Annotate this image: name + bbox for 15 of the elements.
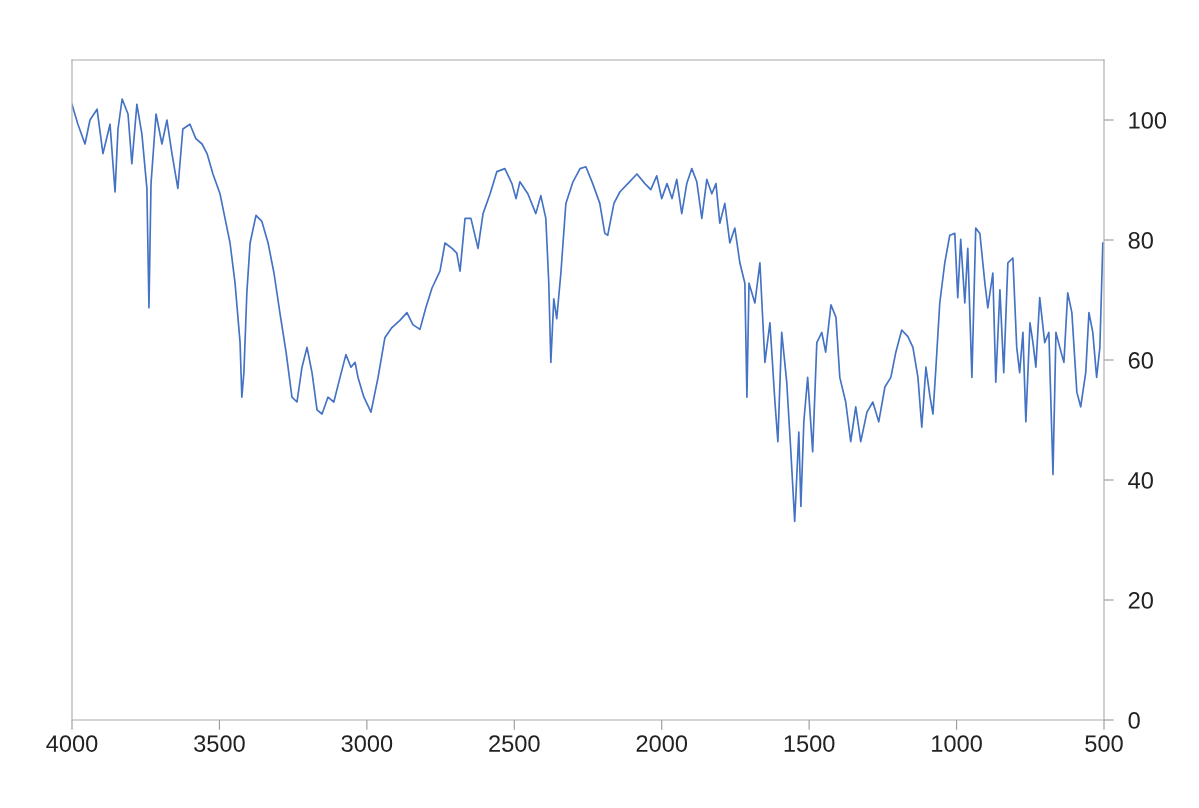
x-tick-label: 3000 [341,735,393,752]
x-tick-label: 500 [1085,735,1123,752]
x-tick-label: 1000 [932,735,982,752]
y-tick-label: 40 [1128,472,1153,489]
y-tick-label: 100 [1129,112,1167,129]
x-tick-label: 1500 [784,735,835,752]
y-tick-label: 80 [1128,232,1153,249]
x-tick-label: 4000 [46,735,98,752]
x-tick-label: 2500 [489,735,540,752]
x-tick-label: 2000 [636,735,688,752]
line-series [72,98,1104,523]
y-tick-label: 20 [1128,592,1153,609]
x-tick-label: 3500 [194,735,245,752]
y-tick-label: 60 [1128,352,1153,369]
y-tick-label: 0 [1128,712,1140,729]
